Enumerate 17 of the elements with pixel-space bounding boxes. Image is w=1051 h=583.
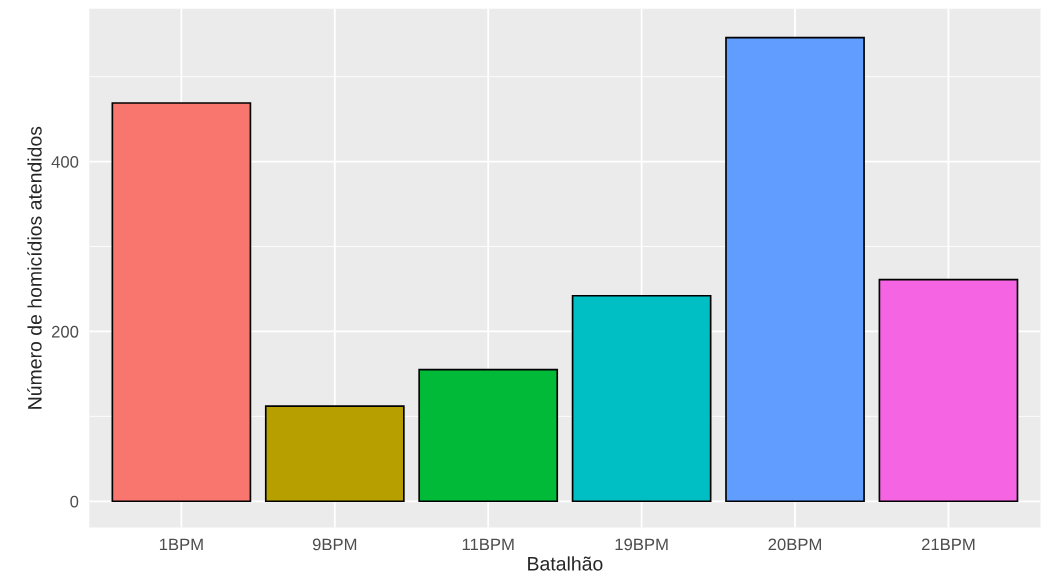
bar [418, 368, 559, 503]
y-tick-label: 400 [51, 156, 79, 168]
x-tick-label: 19BPM [615, 538, 668, 551]
bar [264, 405, 405, 503]
x-tick-label: 20BPM [768, 538, 821, 551]
x-tick-label: 1BPM [159, 538, 203, 551]
y-tick-label: 0 [70, 495, 79, 508]
y-axis-title: Número de homicídios atendidos [27, 126, 42, 409]
bar [571, 294, 712, 503]
x-tick-label: 11BPM [462, 538, 514, 551]
bar [111, 102, 252, 503]
bar [725, 36, 865, 503]
x-tick-label: 21BPM [921, 538, 975, 551]
x-tick-label: 9BPM [312, 538, 357, 551]
y-tick-label: 200 [51, 325, 79, 338]
x-axis-title: Batalhão [528, 556, 603, 571]
bar [878, 278, 1019, 503]
